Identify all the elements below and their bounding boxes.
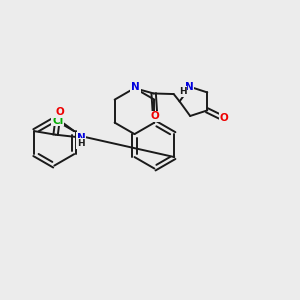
- Text: O: O: [151, 111, 159, 122]
- Text: O: O: [220, 113, 228, 123]
- Text: N: N: [76, 133, 85, 142]
- Text: Cl: Cl: [52, 116, 63, 126]
- Text: O: O: [55, 107, 64, 117]
- Text: N: N: [184, 82, 194, 92]
- Text: H: H: [77, 139, 85, 148]
- Text: H: H: [179, 87, 187, 96]
- Text: N: N: [131, 82, 140, 92]
